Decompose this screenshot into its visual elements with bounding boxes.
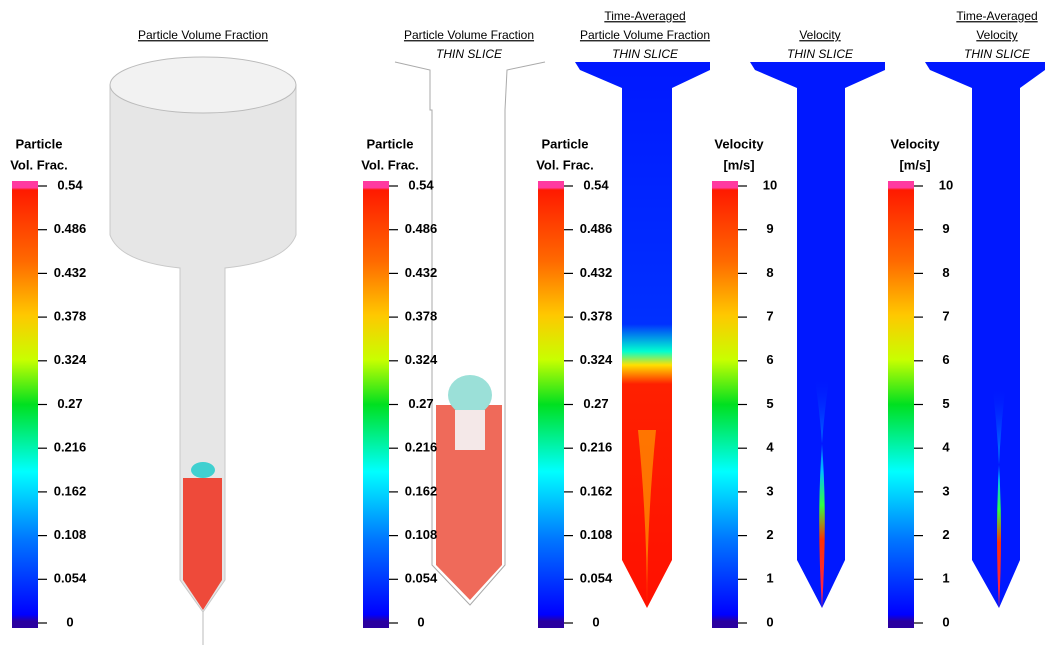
- panel-title: Velocity: [976, 28, 1017, 42]
- tick-label: 5: [766, 396, 773, 411]
- panel-title: Time-Averaged: [604, 9, 685, 23]
- tick-label: 10: [939, 177, 953, 192]
- tick-label: 0: [66, 614, 73, 629]
- panel-subtitle: THIN SLICE: [787, 47, 854, 61]
- tick-label: 0.162: [405, 483, 438, 498]
- tick-label: 0.054: [580, 571, 613, 586]
- slice-render: [395, 62, 545, 605]
- figure: Particle Volume Fraction Particle Vol. Fra…: [0, 0, 1049, 645]
- tick-label: 0.486: [54, 221, 87, 236]
- tick-label: 0.54: [583, 177, 609, 192]
- colorbar: [712, 181, 738, 628]
- colorbar: [363, 181, 389, 628]
- tick-label: 0.324: [580, 352, 613, 367]
- legend-title: Vol. Frac.: [361, 157, 419, 172]
- tick-label: 0: [592, 614, 599, 629]
- colorbar: [538, 181, 564, 628]
- tick-label: 4: [942, 440, 950, 455]
- tick-label: 0.378: [54, 309, 87, 324]
- tick-label: 0.216: [54, 440, 87, 455]
- tick-label: 0.216: [405, 440, 438, 455]
- panel-title: Particle Volume Fraction: [138, 28, 268, 42]
- tick-label: 0.27: [57, 396, 82, 411]
- tick-label: 8: [766, 265, 773, 280]
- tick-label: 0.486: [580, 221, 613, 236]
- tick-label: 0.108: [405, 527, 438, 542]
- tick-label: 1: [942, 571, 949, 586]
- tick-label: 0.162: [54, 483, 87, 498]
- tick-label: 4: [766, 440, 774, 455]
- panel-title: Velocity: [799, 28, 840, 42]
- tick-label: 7: [766, 309, 773, 324]
- tick-label: 7: [942, 309, 949, 324]
- tick-label: 0: [417, 614, 424, 629]
- tick-label: 0.432: [405, 265, 438, 280]
- tick-label: 6: [766, 352, 773, 367]
- tick-label: 1: [766, 571, 773, 586]
- tick-label: 0.27: [583, 396, 608, 411]
- tick-label: 9: [766, 221, 773, 236]
- tick-label: 0.378: [405, 309, 438, 324]
- tick-label: 0.054: [54, 571, 87, 586]
- tick-label: 10: [763, 177, 777, 192]
- tick-label: 0.324: [405, 352, 438, 367]
- panel-title: Time-Averaged: [956, 9, 1037, 23]
- tick-label: 0.27: [408, 396, 433, 411]
- legend-title: Vol. Frac.: [10, 157, 68, 172]
- panel-subtitle: THIN SLICE: [964, 47, 1031, 61]
- tick-label: 8: [942, 265, 949, 280]
- panel-title: Particle Volume Fraction: [580, 28, 710, 42]
- panel-title: Particle Volume Fraction: [404, 28, 534, 42]
- tick-label: 0.108: [54, 527, 87, 542]
- tick-label: 0: [766, 614, 773, 629]
- colorbar: [12, 181, 38, 628]
- tick-label: 0: [942, 614, 949, 629]
- legend-title: Particle: [16, 136, 63, 151]
- legend-title: Velocity: [890, 136, 940, 151]
- legend-title: [m/s]: [723, 157, 754, 172]
- legend-title: Vol. Frac.: [536, 157, 594, 172]
- tick-label: 3: [766, 483, 773, 498]
- tick-label: 0.324: [54, 352, 87, 367]
- tick-label: 9: [942, 221, 949, 236]
- tick-label: 0.432: [54, 265, 87, 280]
- tick-label: 0.54: [57, 177, 83, 192]
- legend-title: Particle: [542, 136, 589, 151]
- tick-label: 5: [942, 396, 949, 411]
- legend-title: Velocity: [714, 136, 764, 151]
- tick-label: 0.432: [580, 265, 613, 280]
- tick-label: 0.162: [580, 483, 613, 498]
- tick-label: 3: [942, 483, 949, 498]
- tick-label: 0.378: [580, 309, 613, 324]
- colorbar: [888, 181, 914, 628]
- tick-label: 0.54: [408, 177, 434, 192]
- tick-label: 6: [942, 352, 949, 367]
- tick-label: 0.486: [405, 221, 438, 236]
- hopper-render: [110, 57, 296, 645]
- tick-label: 0.108: [580, 527, 613, 542]
- tick-label: 0.216: [580, 440, 613, 455]
- tick-label: 2: [766, 527, 773, 542]
- tick-label: 2: [942, 527, 949, 542]
- legend-title: [m/s]: [899, 157, 930, 172]
- panel-subtitle: THIN SLICE: [436, 47, 503, 61]
- tick-label: 0.054: [405, 571, 438, 586]
- legend-title: Particle: [367, 136, 414, 151]
- panel-subtitle: THIN SLICE: [612, 47, 679, 61]
